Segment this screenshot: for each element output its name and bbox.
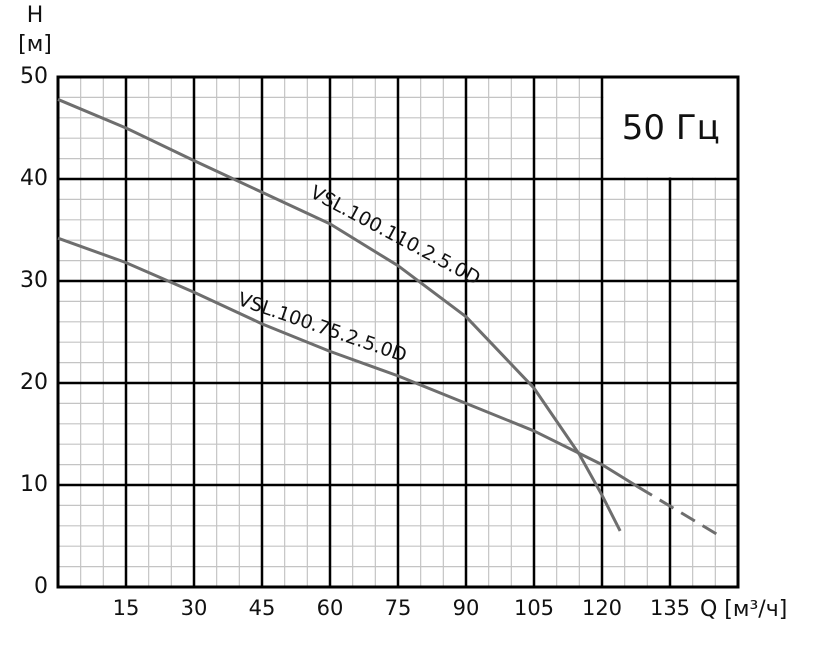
chart-title: 50 Гц: [622, 108, 720, 148]
curve: [57, 98, 622, 532]
title-box: [603, 77, 738, 178]
y-tick-label: 30: [20, 268, 48, 293]
y-tick-label: 10: [20, 472, 48, 497]
y-tick-label: 20: [20, 370, 48, 395]
x-tick-label: 105: [514, 596, 554, 620]
curve-dashed: [637, 485, 721, 538]
x-tick-label: 120: [582, 596, 622, 620]
x-tick-label: 45: [249, 596, 276, 620]
x-tick-label: 135: [650, 596, 690, 620]
x-tick-label: 30: [181, 596, 208, 620]
y-axis-label: H: [27, 3, 44, 28]
x-tick-label: 75: [385, 596, 412, 620]
y-tick-label: 50: [20, 64, 48, 89]
x-tick-label: 60: [317, 596, 344, 620]
x-tick-label: 15: [113, 596, 140, 620]
x-axis-label: Q [м³/ч]: [700, 597, 787, 622]
curve-label: VSL.100.110.2.5.0D: [307, 181, 484, 289]
y-tick-label: 40: [20, 166, 48, 191]
x-tick-label: 90: [453, 596, 480, 620]
plot-frame: [56, 75, 740, 589]
y-tick-label: 0: [34, 574, 48, 599]
y-axis-unit: [м]: [18, 32, 52, 57]
curve: [57, 236, 640, 489]
